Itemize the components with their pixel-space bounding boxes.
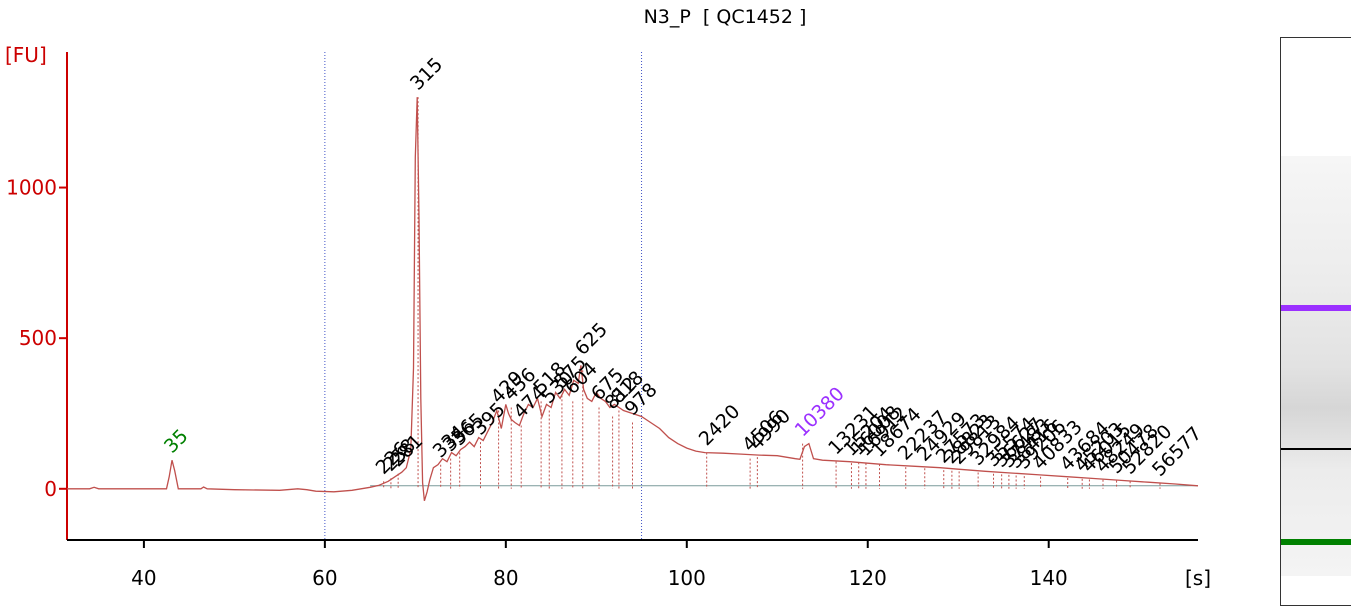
chart-title: N3_P [ QC1452 ] bbox=[643, 6, 807, 28]
gel-image bbox=[1280, 37, 1351, 606]
signal-trace bbox=[67, 97, 1199, 501]
x-unit-label: [s] bbox=[1185, 566, 1211, 590]
gel-band-main-band bbox=[1281, 447, 1351, 450]
gel-band-upper-marker bbox=[1281, 305, 1351, 312]
peak-label: 315 bbox=[406, 54, 447, 95]
y-tick-label: 0 bbox=[44, 477, 57, 501]
peak-label: 2420 bbox=[695, 400, 745, 450]
y-tick-label: 1000 bbox=[6, 176, 57, 200]
x-tick-label: 60 bbox=[312, 566, 337, 590]
peak-label: 35 bbox=[160, 425, 193, 458]
x-tick-label: 80 bbox=[493, 566, 518, 590]
gel-band-lower-marker bbox=[1281, 538, 1351, 545]
x-tick-label: 120 bbox=[849, 566, 887, 590]
gel-smear bbox=[1281, 156, 1351, 576]
y-unit-label: [FU] bbox=[5, 43, 47, 67]
x-tick-label: 100 bbox=[668, 566, 706, 590]
x-tick-label: 40 bbox=[131, 566, 156, 590]
y-tick-label: 500 bbox=[19, 326, 57, 350]
x-tick-label: 140 bbox=[1030, 566, 1068, 590]
